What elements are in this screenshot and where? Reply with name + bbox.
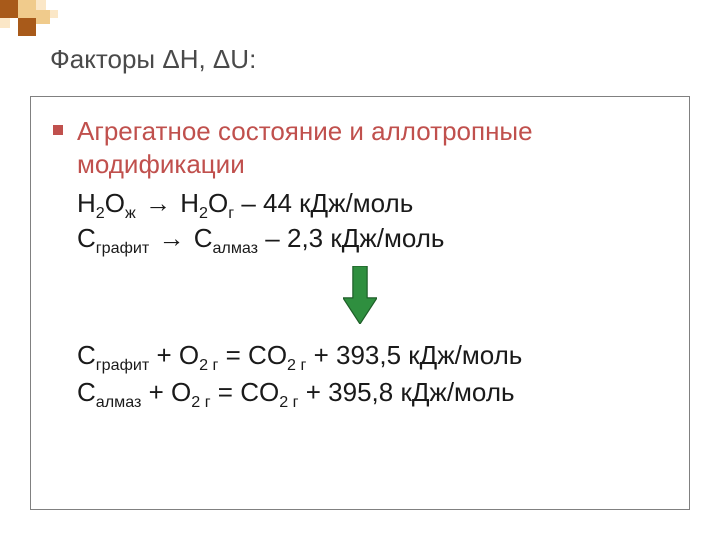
eq4-eq: =	[211, 377, 241, 407]
eq1-rhs-mid: O	[208, 188, 228, 218]
eq4-a-sub: алмаз	[96, 393, 142, 411]
eq4-plus: +	[141, 377, 171, 407]
eq3-b-sub: 2 г	[199, 356, 218, 374]
slide-title: Факторы ΔH, ΔU:	[50, 44, 256, 75]
eq3-eq: =	[218, 340, 248, 370]
eq1-tail: – 44 кДж/моль	[234, 188, 413, 218]
eq3-c-base: CO	[248, 340, 287, 370]
down-arrow-container	[53, 266, 667, 324]
arrow-right-icon: →	[156, 221, 186, 256]
eq4-c-sub: 2 г	[279, 393, 298, 411]
eq2-rhs-sub: алмаз	[212, 239, 258, 257]
equation-4: Cалмаз + O2 г = CO2 г + 395,8 кДж/моль	[77, 375, 667, 410]
eq2-tail: – 2,3 кДж/моль	[258, 223, 444, 253]
eq3-a-sub: графит	[96, 356, 149, 374]
down-arrow-icon	[343, 266, 377, 324]
eq4-b-base: O	[171, 377, 191, 407]
eq4-b-sub: 2 г	[191, 393, 210, 411]
eq2-rhs-base: C	[194, 223, 213, 253]
eq1-lhs-mid: O	[105, 188, 125, 218]
eq1-rhs-base: H	[180, 188, 199, 218]
eq2-lhs-sub: графит	[96, 239, 149, 257]
corner-decoration	[0, 0, 120, 40]
eq1-lhs-sub1: 2	[96, 204, 105, 222]
bullet-square-icon	[53, 125, 63, 135]
eq1-lhs-sub2: ж	[125, 204, 136, 222]
eq3-a-base: C	[77, 340, 96, 370]
eq2-lhs-base: C	[77, 223, 96, 253]
equation-2: Cграфит → Cалмаз – 2,3 кДж/моль	[77, 221, 667, 256]
eq3-plus: +	[149, 340, 179, 370]
content-box: Агрегатное состояние и аллотропные модиф…	[30, 96, 690, 510]
eq4-tail: + 395,8 кДж/моль	[299, 377, 515, 407]
eq4-c-base: CO	[240, 377, 279, 407]
equation-3: Cграфит + O2 г = CO2 г + 393,5 кДж/моль	[77, 338, 667, 373]
bullet-text: Агрегатное состояние и аллотропные модиф…	[77, 115, 667, 180]
eq3-c-sub: 2 г	[287, 356, 306, 374]
bullet-row: Агрегатное состояние и аллотропные модиф…	[53, 115, 667, 180]
eq3-b-base: O	[179, 340, 199, 370]
eq4-a-base: C	[77, 377, 96, 407]
eq1-lhs-base: H	[77, 188, 96, 218]
arrow-right-icon: →	[143, 186, 173, 221]
eq1-rhs-sub1: 2	[199, 204, 208, 222]
eq3-tail: + 393,5 кДж/моль	[306, 340, 522, 370]
equation-1: H2Oж → H2Oг – 44 кДж/моль	[77, 186, 667, 221]
